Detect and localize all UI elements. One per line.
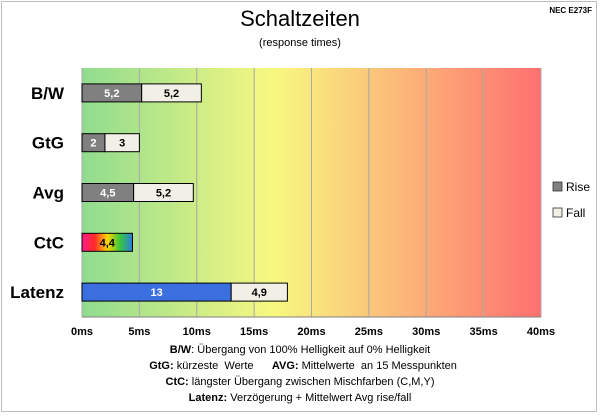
category-label: Avg xyxy=(33,184,65,203)
bar-rise xyxy=(81,232,133,252)
note-ctc: CtC: längster Übergang zwischen Mischfar… xyxy=(166,376,435,388)
model-label: NEC E273F xyxy=(549,6,592,15)
category-labels: B/W GtG Avg CtC Latenz xyxy=(10,84,65,302)
x-tick-label: 15ms xyxy=(240,326,268,338)
data-label-fall: 4,9 xyxy=(252,287,267,299)
notes: B/W: Übergang von 100% Helligkeit auf 0%… xyxy=(128,344,472,404)
data-label-rise: 13 xyxy=(150,287,162,299)
legend: Rise Fall xyxy=(552,180,590,220)
note-avg-label: AVG: xyxy=(272,360,299,372)
x-tick-label: 25ms xyxy=(355,326,383,338)
note-gtg-label: GtG: xyxy=(149,360,173,372)
x-tick-label: 5ms xyxy=(128,326,150,338)
bars: 5,2 5,2 2 3 4,5 5,2 4,4 13 4,9 xyxy=(81,83,288,302)
x-tick-label: 35ms xyxy=(470,326,498,338)
note-gtg-avg: GtG: kürzeste Werte AVG: Mittelwerte an … xyxy=(128,360,472,372)
note-ctc-label: CtC: xyxy=(166,376,189,388)
note-gtg-text: kürzeste Werte xyxy=(174,360,254,372)
x-tick-label: 30ms xyxy=(412,326,440,338)
bar-fall xyxy=(141,83,202,103)
note-latenz: Latenz: Verzögerung + Mittelwert Avg ris… xyxy=(189,392,412,404)
chart-subtitle: (response times) xyxy=(259,37,341,49)
data-label-fall: 5,2 xyxy=(156,188,171,200)
legend-swatch-rise xyxy=(552,181,563,192)
legend-label-rise: Rise xyxy=(566,180,590,194)
bar-fall xyxy=(133,183,194,202)
data-label-rise: 4,5 xyxy=(100,188,115,200)
x-tick-labels: 0ms 5ms 10ms 15ms 20ms 25ms 30ms 35ms 40ms xyxy=(71,326,555,338)
note-bw-label: B/W xyxy=(170,344,192,356)
bar-fall xyxy=(104,133,140,153)
note-bw: B/W: Übergang von 100% Helligkeit auf 0%… xyxy=(170,344,430,356)
bar-fall xyxy=(230,282,288,302)
x-tick-label: 40ms xyxy=(527,326,555,338)
legend-swatch-fall xyxy=(552,207,563,218)
note-latenz-text: Verzögerung + Mittelwert Avg rise/fall xyxy=(227,392,411,404)
note-bw-text: : Übergang von 100% Helligkeit auf 0% He… xyxy=(191,344,430,356)
data-label-fall: 3 xyxy=(119,138,125,150)
data-label-rise: 4,4 xyxy=(100,237,116,249)
category-label: B/W xyxy=(31,84,65,103)
note-avg-text: Mittelwerte an 15 Messpunkten xyxy=(299,360,457,372)
x-tick-label: 0ms xyxy=(71,326,93,338)
gridlines xyxy=(81,68,542,318)
data-label-rise: 2 xyxy=(90,138,96,150)
data-label-rise: 5,2 xyxy=(104,88,119,100)
category-label: CtC xyxy=(34,233,64,252)
x-tick-label: 10ms xyxy=(183,326,211,338)
legend-label-fall: Fall xyxy=(566,206,585,220)
note-latenz-label: Latenz: xyxy=(189,392,228,404)
chart-title: Schaltzeiten xyxy=(240,6,360,31)
category-label: Latenz xyxy=(10,283,64,302)
note-ctc-text: längster Übergang zwischen Mischfarben (… xyxy=(189,376,435,388)
category-label: GtG xyxy=(32,134,64,153)
x-tick-label: 20ms xyxy=(297,326,325,338)
data-label-fall: 5,2 xyxy=(164,88,179,100)
